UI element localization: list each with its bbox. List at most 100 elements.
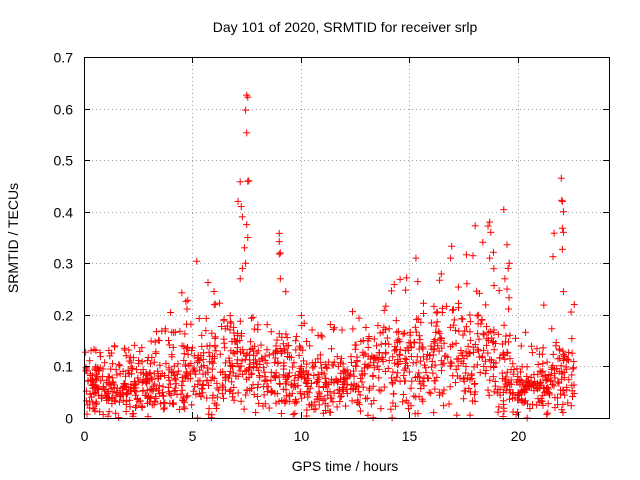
data-point [514,408,522,416]
data-point [168,351,176,359]
data-point [181,373,189,381]
data-point [243,349,251,357]
data-point [416,336,424,344]
data-point [552,339,560,347]
data-point [381,339,389,347]
data-point [196,366,204,374]
data-point [267,368,275,376]
data-point [235,363,243,371]
data-point [312,379,320,387]
data-point [372,342,380,350]
data-point [116,370,124,378]
data-point [392,317,400,325]
data-point [419,343,427,351]
data-point [238,332,246,340]
data-point [243,386,251,394]
data-point [409,359,417,367]
data-point [109,360,117,368]
data-point [231,338,239,346]
data-point [182,297,190,305]
data-point [506,389,514,397]
data-point [436,276,444,284]
data-point [188,344,196,352]
data-point [486,376,494,384]
data-point [559,401,567,409]
data-point [242,259,250,267]
data-point [419,378,427,386]
data-point [404,362,412,370]
data-point [291,409,299,417]
data-point [336,398,344,406]
data-point [550,382,558,390]
data-point [165,364,173,372]
data-point [302,367,310,375]
data-point [248,385,256,393]
data-point [282,375,290,383]
data-point [568,349,576,357]
data-point [337,393,345,401]
data-point [276,249,284,257]
data-point [490,265,498,273]
data-point [245,177,253,185]
data-point [439,390,447,398]
data-point [129,410,137,418]
data-point [446,362,454,370]
data-point [213,379,221,387]
data-point [568,381,576,389]
data-point [516,376,524,384]
data-point [314,377,322,385]
data-point [364,352,372,360]
data-point [236,178,244,186]
data-point [148,375,156,383]
data-point [195,357,203,365]
data-point [261,376,269,384]
data-point [509,370,517,378]
data-point [308,326,316,334]
data-point [494,330,502,338]
data-point [423,350,431,358]
data-point [454,355,462,363]
data-point [277,349,285,357]
data-point [282,288,290,296]
data-point [480,346,488,354]
data-point [86,357,94,365]
data-point [507,376,515,384]
data-point [176,327,184,335]
data-point [419,309,427,317]
data-point [151,380,159,388]
data-point [172,380,180,388]
data-point [248,344,256,352]
data-point [369,372,377,380]
data-point [152,393,160,401]
data-point [107,365,115,373]
data-point [466,311,474,319]
data-point [454,283,462,291]
data-point [500,383,508,391]
data-point [323,380,331,388]
data-point [505,294,513,302]
data-point [490,388,498,396]
data-point [518,395,526,403]
data-point [537,397,545,405]
data-point [234,389,242,397]
data-point [407,343,415,351]
data-point [437,367,445,375]
data-point [151,338,159,346]
data-point [155,390,163,398]
data-point [471,390,479,398]
data-point [558,196,566,204]
data-point [392,345,400,353]
data-point [481,370,489,378]
data-point [281,347,289,355]
data-point [297,311,305,319]
data-point [354,396,362,404]
data-point [249,313,257,321]
data-point [362,323,370,331]
data-point [565,348,573,356]
data-point [239,346,247,354]
data-point [357,374,365,382]
data-point [276,380,284,388]
data-point [366,384,374,392]
data-point [210,288,218,296]
data-point [111,397,119,405]
